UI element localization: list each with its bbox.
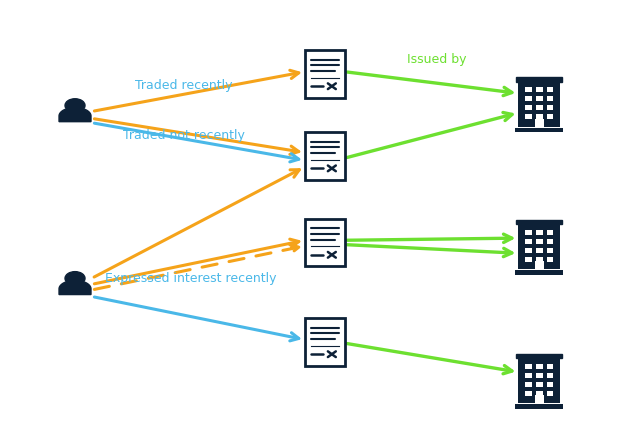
- Text: Expressed interest recently: Expressed interest recently: [105, 272, 276, 285]
- FancyBboxPatch shape: [534, 395, 544, 403]
- FancyBboxPatch shape: [525, 364, 532, 369]
- FancyBboxPatch shape: [536, 257, 543, 262]
- Polygon shape: [516, 78, 562, 82]
- FancyBboxPatch shape: [536, 249, 543, 253]
- FancyBboxPatch shape: [536, 97, 543, 102]
- Text: Traded recently: Traded recently: [135, 79, 233, 92]
- Circle shape: [65, 272, 85, 286]
- FancyBboxPatch shape: [305, 318, 345, 366]
- FancyBboxPatch shape: [518, 82, 560, 127]
- FancyBboxPatch shape: [547, 97, 554, 102]
- FancyBboxPatch shape: [515, 404, 563, 409]
- FancyBboxPatch shape: [547, 364, 554, 369]
- FancyBboxPatch shape: [536, 382, 543, 387]
- Text: Traded not recently: Traded not recently: [123, 128, 245, 141]
- FancyBboxPatch shape: [515, 271, 563, 275]
- FancyBboxPatch shape: [525, 373, 532, 378]
- FancyBboxPatch shape: [525, 97, 532, 102]
- FancyBboxPatch shape: [547, 382, 554, 387]
- FancyBboxPatch shape: [547, 249, 554, 253]
- FancyBboxPatch shape: [525, 230, 532, 235]
- FancyBboxPatch shape: [536, 106, 543, 111]
- FancyBboxPatch shape: [534, 262, 544, 270]
- FancyBboxPatch shape: [536, 240, 543, 244]
- FancyBboxPatch shape: [536, 115, 543, 120]
- FancyBboxPatch shape: [518, 225, 560, 270]
- FancyBboxPatch shape: [518, 358, 560, 403]
- FancyBboxPatch shape: [305, 219, 345, 266]
- FancyBboxPatch shape: [525, 391, 532, 396]
- Polygon shape: [59, 281, 91, 295]
- Circle shape: [65, 99, 85, 113]
- FancyBboxPatch shape: [547, 373, 554, 378]
- FancyBboxPatch shape: [536, 364, 543, 369]
- FancyBboxPatch shape: [525, 249, 532, 253]
- FancyBboxPatch shape: [547, 391, 554, 396]
- FancyBboxPatch shape: [515, 128, 563, 133]
- FancyBboxPatch shape: [525, 88, 532, 93]
- FancyBboxPatch shape: [547, 106, 554, 111]
- FancyBboxPatch shape: [525, 115, 532, 120]
- Text: Issued by: Issued by: [407, 53, 466, 66]
- FancyBboxPatch shape: [534, 119, 544, 127]
- FancyBboxPatch shape: [536, 88, 543, 93]
- FancyBboxPatch shape: [305, 51, 345, 99]
- FancyBboxPatch shape: [536, 230, 543, 235]
- Polygon shape: [59, 108, 91, 122]
- FancyBboxPatch shape: [525, 106, 532, 111]
- FancyBboxPatch shape: [547, 240, 554, 244]
- FancyBboxPatch shape: [525, 382, 532, 387]
- FancyBboxPatch shape: [525, 257, 532, 262]
- Polygon shape: [516, 354, 562, 358]
- FancyBboxPatch shape: [536, 391, 543, 396]
- FancyBboxPatch shape: [547, 230, 554, 235]
- FancyBboxPatch shape: [547, 115, 554, 120]
- FancyBboxPatch shape: [525, 240, 532, 244]
- FancyBboxPatch shape: [547, 257, 554, 262]
- Polygon shape: [516, 220, 562, 225]
- FancyBboxPatch shape: [536, 373, 543, 378]
- FancyBboxPatch shape: [305, 133, 345, 181]
- FancyBboxPatch shape: [547, 88, 554, 93]
